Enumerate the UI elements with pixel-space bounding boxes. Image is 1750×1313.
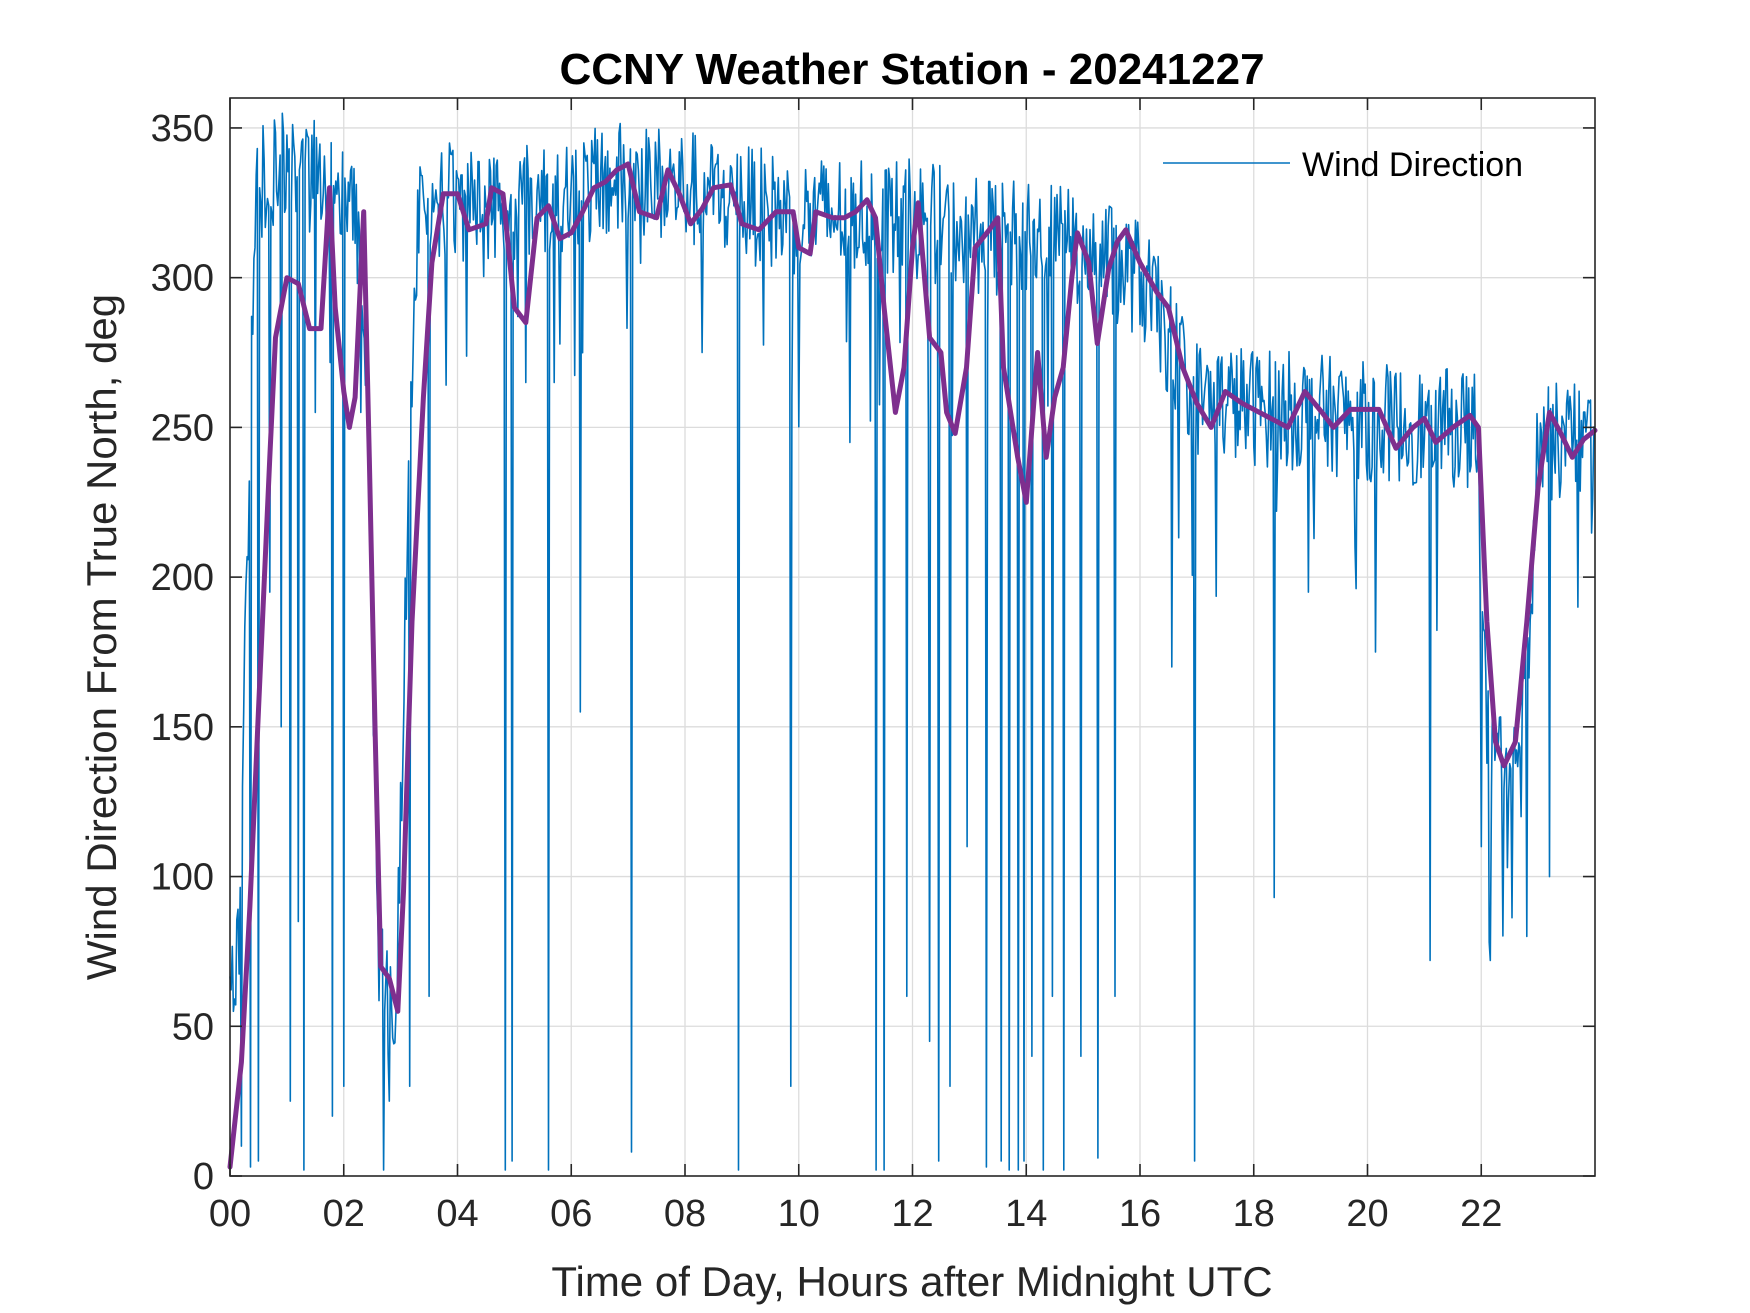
chart-title: CCNY Weather Station - 20241227 <box>559 45 1264 94</box>
y-tick-label: 50 <box>172 1006 214 1048</box>
x-tick-label: 14 <box>1005 1193 1047 1235</box>
x-tick-label: 18 <box>1233 1193 1275 1235</box>
x-tick-label: 06 <box>550 1193 592 1235</box>
y-tick-label: 350 <box>151 108 214 150</box>
x-tick-label: 08 <box>664 1193 706 1235</box>
x-axis-label: Time of Day, Hours after Midnight UTC <box>551 1258 1272 1305</box>
x-tick-label: 12 <box>891 1193 933 1235</box>
x-tick-label: 22 <box>1460 1193 1502 1235</box>
series-line-smoothed <box>227 161 1598 1170</box>
y-tick-label: 100 <box>151 857 214 899</box>
x-tick-label: 00 <box>209 1193 251 1235</box>
y-tick-label: 200 <box>151 557 214 599</box>
x-tick-label: 20 <box>1346 1193 1388 1235</box>
tick-labels: 00 02 04 06 08 10 12 14 16 18 20 22 0 50 100 150 200 250 3… <box>151 108 1503 1235</box>
y-tick-label: 0 <box>193 1156 214 1198</box>
legend: Wind Direction <box>1163 146 1523 184</box>
y-axis-label: Wind Direction From True North, deg <box>78 294 125 980</box>
y-tick-label: 300 <box>151 258 214 300</box>
series-layer <box>227 112 1598 1171</box>
ticks <box>229 98 1595 1177</box>
legend-label-wind-direction: Wind Direction <box>1302 146 1523 184</box>
x-tick-label: 16 <box>1119 1193 1161 1235</box>
y-tick-label: 150 <box>151 707 214 749</box>
x-tick-label: 04 <box>436 1193 478 1235</box>
x-tick-label: 02 <box>323 1193 365 1235</box>
y-tick-label: 250 <box>151 407 214 449</box>
x-tick-label: 10 <box>778 1193 820 1235</box>
